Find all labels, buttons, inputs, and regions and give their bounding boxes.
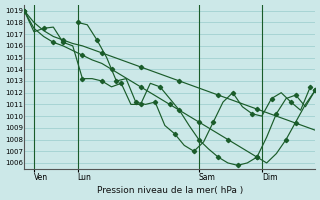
X-axis label: Pression niveau de la mer( hPa ): Pression niveau de la mer( hPa ) — [97, 186, 243, 195]
